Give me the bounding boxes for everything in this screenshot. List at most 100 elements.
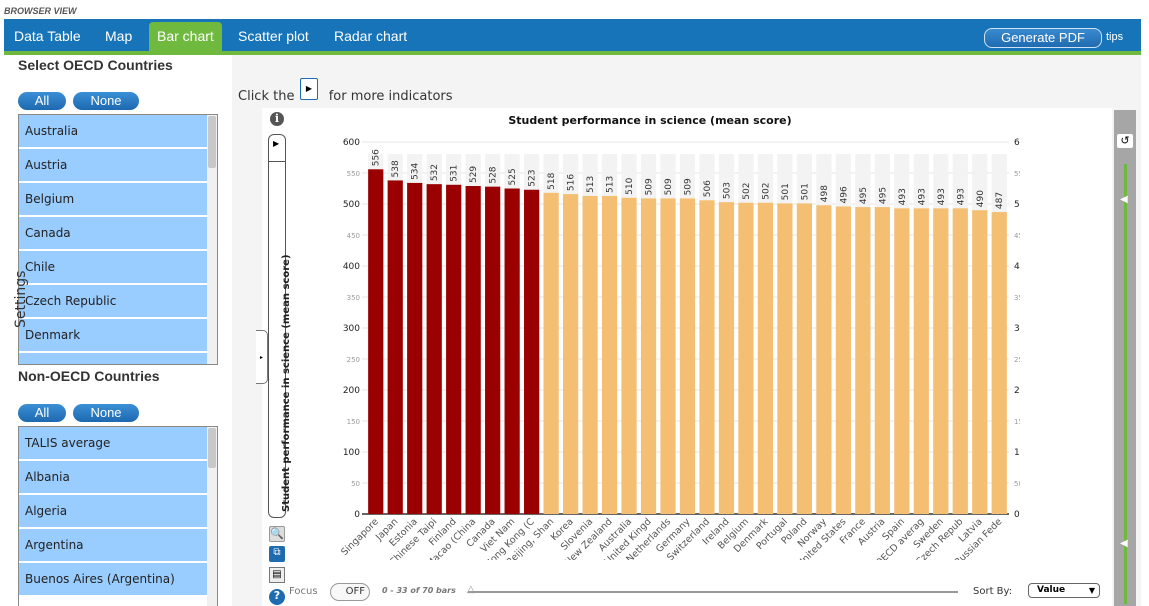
settings-expand-handle[interactable]: ▸ <box>256 330 268 384</box>
more-indicators-button[interactable]: ▶ <box>300 78 318 100</box>
bar <box>699 200 715 514</box>
slider-track <box>1124 164 1127 604</box>
bar-value-label: 501 <box>800 183 810 200</box>
y-tick-label-left: 300 <box>343 324 360 334</box>
bar <box>562 194 579 514</box>
bar-value-label: 510 <box>625 177 635 194</box>
y-tick-label-right: 550 <box>1014 170 1020 178</box>
expand-arrow-icon[interactable]: ▶ <box>273 139 280 148</box>
browser-view-label: BROWSER VIEW <box>4 6 77 16</box>
non-oecd-none-button[interactable]: None <box>73 404 139 422</box>
top-nav-bar: Data Table Map Bar chart Scatter plot Ra… <box>4 19 1141 51</box>
bar <box>504 188 520 514</box>
list-item[interactable]: Czech Republic <box>19 285 207 319</box>
tab-data-table[interactable]: Data Table <box>14 28 81 44</box>
hint-after: for more indicators <box>328 89 453 104</box>
bar-value-label: 503 <box>722 182 732 199</box>
bar-value-label: 498 <box>820 185 830 202</box>
slider-upper-handle[interactable]: ◀ <box>1120 194 1128 205</box>
bar <box>952 208 968 514</box>
y-tick-label-left: 600 <box>343 138 360 148</box>
y-tick-label-right: 600 <box>1014 138 1020 148</box>
list-item[interactable] <box>19 353 207 364</box>
oecd-section-title: Select OECD Countries <box>18 57 173 73</box>
list-item[interactable]: Canada <box>19 217 207 251</box>
bar-value-label: 518 <box>547 172 557 189</box>
list-item[interactable]: Denmark <box>19 319 207 353</box>
tab-underline <box>4 51 1141 55</box>
sort-by-select[interactable]: Value ▼ <box>1028 583 1100 598</box>
bar-value-label: 529 <box>469 166 479 183</box>
list-item[interactable]: Chile <box>19 251 207 285</box>
list-item[interactable]: Austria <box>19 149 207 183</box>
y-tick-label-left: 250 <box>347 356 360 364</box>
tab-bar-chart[interactable]: Bar chart <box>149 22 222 51</box>
list-item[interactable]: Australia <box>19 115 207 149</box>
focus-toggle[interactable]: OFF <box>330 583 370 601</box>
bar <box>816 205 832 514</box>
bar <box>679 198 696 515</box>
list-item[interactable]: Algeria <box>19 495 207 529</box>
tips-link[interactable]: tips <box>1106 31 1124 43</box>
scroll-thumb[interactable] <box>208 428 216 468</box>
bar-range-track[interactable] <box>468 591 958 593</box>
bar-value-label: 556 <box>372 149 382 166</box>
y-tick-label-left: 100 <box>343 448 360 458</box>
bar <box>640 198 657 515</box>
oecd-list-scrollbar[interactable] <box>207 115 217 364</box>
reset-scale-icon[interactable]: ↺ <box>1117 134 1133 148</box>
bar <box>660 198 676 515</box>
bar <box>582 195 598 514</box>
y-tick-label-right: 0 <box>1014 510 1020 520</box>
bar-value-label: 496 <box>839 186 849 203</box>
tab-map[interactable]: Map <box>105 28 133 44</box>
bar-value-label: 493 <box>956 188 966 205</box>
bar-value-label: 513 <box>606 176 616 193</box>
print-icon[interactable]: ▤ <box>269 567 285 583</box>
list-item[interactable]: Buenos Aires (Argentina) <box>19 563 207 597</box>
divider <box>268 161 286 162</box>
chart-bottom-controls: Focus OFF 0 - 33 of 70 bars △ Sort By: V… <box>232 580 1112 606</box>
help-icon[interactable]: ? <box>269 589 285 605</box>
bar-value-label: 509 <box>684 178 694 195</box>
scroll-thumb[interactable] <box>208 116 216 168</box>
zoom-icon[interactable]: 🔍 <box>269 526 285 542</box>
bar <box>446 184 462 514</box>
vertical-scale-slider[interactable]: ↺ ◀ ◀ <box>1114 110 1136 606</box>
list-item[interactable]: TALIS average <box>19 427 207 461</box>
settings-toggle[interactable]: Settings <box>13 270 29 328</box>
oecd-all-button[interactable]: All <box>18 92 66 110</box>
tab-scatter-plot[interactable]: Scatter plot <box>238 28 309 44</box>
bar <box>407 182 423 515</box>
info-icon[interactable]: i <box>270 112 284 126</box>
list-item[interactable]: Argentina <box>19 529 207 563</box>
y-tick-label-right: 50 <box>1014 480 1020 488</box>
indicator-selector[interactable]: ▶ <box>268 134 286 518</box>
y-tick-label-left: 450 <box>347 232 360 240</box>
bar-layer <box>368 154 1007 515</box>
y-tick-label-left: 400 <box>343 262 360 272</box>
y-tick-label-left: 150 <box>347 418 360 426</box>
bar-value-label: 495 <box>859 187 869 204</box>
bar-range-handle[interactable]: △ <box>467 584 475 595</box>
tab-radar-chart[interactable]: Radar chart <box>334 28 408 44</box>
bar <box>913 208 929 514</box>
bar <box>738 202 754 514</box>
bar <box>465 186 481 514</box>
list-item[interactable]: Albania <box>19 461 207 495</box>
oecd-none-button[interactable]: None <box>73 92 139 110</box>
crop-icon[interactable]: ⧉ <box>269 546 285 562</box>
y-tick-label-left: 0 <box>354 510 360 520</box>
bar <box>894 208 910 514</box>
non-oecd-all-button[interactable]: All <box>18 404 66 422</box>
bar <box>757 202 774 514</box>
list-item[interactable]: Belgium <box>19 183 207 217</box>
oecd-country-list[interactable]: Australia Austria Belgium Canada Chile C… <box>18 114 218 365</box>
non-oecd-country-list[interactable]: TALIS average Albania Algeria Argentina … <box>18 426 218 606</box>
bar <box>621 197 637 515</box>
hint-before: Click the <box>238 89 295 104</box>
y-tick-label-right: 350 <box>1014 294 1020 302</box>
generate-pdf-button[interactable]: Generate PDF <box>984 28 1102 48</box>
slider-lower-handle[interactable]: ◀ <box>1120 538 1128 549</box>
non-oecd-list-scrollbar[interactable] <box>207 427 217 606</box>
